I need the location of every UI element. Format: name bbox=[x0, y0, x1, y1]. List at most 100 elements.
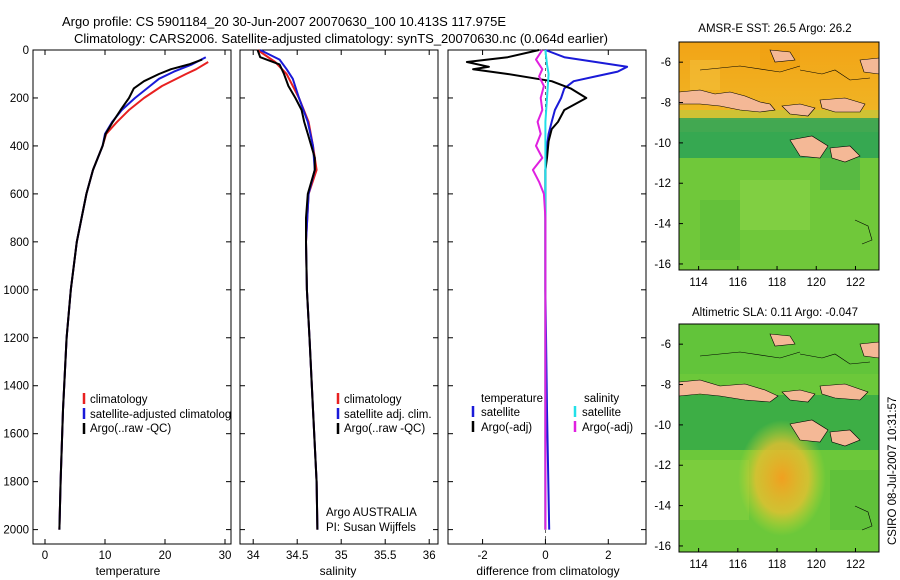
temperature-x-label: temperature bbox=[96, 564, 161, 578]
salinity-panel: 34 34.5 35 35.5 36 salinity climatology sate… bbox=[239, 49, 439, 578]
lat-tick-label: -14 bbox=[654, 219, 671, 231]
salinity-legend: climatology satellite adj. clim. Argo(..… bbox=[336, 393, 432, 435]
lat-tick-label: -10 bbox=[654, 420, 671, 432]
legend-label-satellite: satellite-adjusted climatology bbox=[90, 409, 237, 421]
y-tick-label: 400 bbox=[10, 141, 29, 153]
x-tick-label: 2 bbox=[605, 550, 611, 562]
temperature-panel: 0 10 20 30 0 200 400 600 800 1000 1200 1400 1600 180… bbox=[3, 45, 237, 578]
series-line-temperature-argo-adj bbox=[465, 49, 588, 530]
lon-tick-label: 122 bbox=[846, 559, 865, 571]
temperature-axes-frame bbox=[32, 49, 232, 545]
sst-heatmap bbox=[679, 42, 879, 270]
series-line-climatology bbox=[58, 61, 209, 530]
salinity-y-ticks bbox=[240, 49, 438, 531]
salinity-lines bbox=[256, 49, 319, 530]
lon-tick-label: 116 bbox=[729, 559, 747, 571]
legend-label-satellite: satellite adj. clim. bbox=[344, 409, 432, 421]
series-line-argo-raw-qc bbox=[256, 49, 319, 530]
figure-title-line1: Argo profile: CS 5901184_20 30-Jun-2007 … bbox=[62, 14, 506, 29]
lon-tick-label: 122 bbox=[846, 277, 865, 289]
y-tick-label: 1400 bbox=[3, 381, 29, 393]
legend-title-temperature: temperature bbox=[481, 393, 543, 405]
lon-tick-label: 116 bbox=[729, 277, 747, 289]
lon-tick-label: 120 bbox=[807, 277, 826, 289]
salinity-axes-frame bbox=[239, 49, 439, 545]
figure-title-line2: Climatology: CARS2006. Satellite-adjuste… bbox=[74, 31, 608, 46]
difference-y-ticks bbox=[448, 49, 646, 531]
y-tick-label: 2000 bbox=[3, 525, 29, 537]
lat-tick-label: -12 bbox=[654, 178, 671, 190]
argo-position-marker bbox=[772, 9, 781, 18]
series-line-satellite-adj-clim bbox=[259, 49, 319, 530]
series-line-salinity-argo-adj bbox=[531, 49, 547, 530]
legend-label-argo: Argo(..raw -QC) bbox=[90, 423, 171, 435]
lat-tick-label: -8 bbox=[661, 380, 671, 392]
difference-panel: -2 0 2 difference from climatology tempera… bbox=[447, 49, 647, 578]
annotation-pi: PI: Susan Wijffels bbox=[326, 522, 416, 534]
difference-legend: temperature salinity satellite Argo(-adj… bbox=[471, 393, 633, 434]
temperature-legend: climatology satellite-adjusted climatolo… bbox=[82, 393, 237, 435]
lat-tick-label: -16 bbox=[654, 541, 671, 553]
x-tick-label: 30 bbox=[219, 550, 232, 562]
legend-label-temp-satellite: satellite bbox=[481, 407, 520, 419]
legend-label-sal-satellite: satellite bbox=[582, 407, 621, 419]
sst-map-title: AMSR-E SST: 26.5 Argo: 26.2 bbox=[698, 23, 851, 35]
x-tick-label: 35.5 bbox=[374, 550, 396, 562]
lon-tick-label: 118 bbox=[768, 277, 786, 289]
lat-tick-label: -12 bbox=[654, 460, 671, 472]
sst-map-frame bbox=[678, 41, 880, 271]
series-line-argo-raw-qc bbox=[58, 58, 203, 530]
y-tick-label: 1200 bbox=[3, 333, 29, 345]
lon-tick-label: 114 bbox=[689, 277, 708, 289]
sla-map-lat-ticks: -6 -8 -10 -12 -14 -16 bbox=[654, 339, 683, 553]
csiro-timestamp: CSIRO 08-Jul-2007 10:31:57 bbox=[887, 397, 899, 545]
lat-tick-label: -16 bbox=[654, 259, 671, 271]
lat-tick-label: -8 bbox=[661, 98, 671, 110]
sst-map-lat-ticks: -6 -8 -10 -12 -14 -16 bbox=[654, 57, 683, 271]
x-tick-label: 20 bbox=[159, 550, 172, 562]
y-tick-label: 200 bbox=[10, 93, 29, 105]
legend-label-climatology: climatology bbox=[90, 394, 148, 406]
x-tick-label: 35 bbox=[335, 550, 348, 562]
y-tick-label: 800 bbox=[10, 237, 29, 249]
legend-label-temp-argo: Argo(-adj) bbox=[481, 422, 532, 434]
y-tick-label: 600 bbox=[10, 189, 29, 201]
sla-heatmap bbox=[679, 9, 879, 552]
depth-y-ticks: 0 200 400 600 800 1000 1200 1400 1600 1800 2000 bbox=[3, 45, 231, 537]
sla-map-title: Altimetric SLA: 0.11 Argo: -0.047 bbox=[692, 307, 858, 319]
x-tick-label: -2 bbox=[477, 550, 487, 562]
temperature-lines bbox=[58, 56, 209, 530]
sst-map-lon-ticks: 114 116 118 120 122 bbox=[689, 266, 865, 289]
legend-title-salinity: salinity bbox=[584, 393, 619, 405]
sla-map-frame bbox=[678, 323, 880, 553]
temperature-x-ticks: 0 10 20 30 bbox=[42, 50, 232, 562]
y-tick-label: 1600 bbox=[3, 429, 29, 441]
x-tick-label: 0 bbox=[542, 550, 548, 562]
sla-map-lon-ticks: 114 116 118 120 122 bbox=[689, 548, 865, 571]
series-line-satellite-adjusted-climatology bbox=[58, 56, 207, 530]
lat-tick-label: -10 bbox=[654, 138, 671, 150]
lon-tick-label: 118 bbox=[768, 559, 786, 571]
x-tick-label: 36 bbox=[423, 550, 436, 562]
x-tick-label: 34.5 bbox=[286, 550, 308, 562]
y-tick-label: 0 bbox=[23, 45, 29, 57]
y-tick-label: 1800 bbox=[3, 477, 29, 489]
x-tick-label: 10 bbox=[99, 550, 112, 562]
lon-tick-label: 114 bbox=[689, 559, 708, 571]
lat-tick-label: -6 bbox=[661, 339, 671, 351]
difference-axes-frame bbox=[447, 49, 647, 545]
difference-x-label: difference from climatology bbox=[476, 564, 619, 578]
x-tick-label: 0 bbox=[42, 550, 48, 562]
y-tick-label: 1000 bbox=[3, 285, 29, 297]
legend-label-argo: Argo(..raw -QC) bbox=[344, 423, 425, 435]
lon-tick-label: 120 bbox=[807, 559, 826, 571]
lat-tick-label: -14 bbox=[654, 501, 671, 513]
legend-label-climatology: climatology bbox=[344, 394, 402, 406]
legend-label-sal-argo: Argo(-adj) bbox=[582, 422, 633, 434]
annotation-argo-australia: Argo AUSTRALIA bbox=[326, 507, 417, 519]
lat-tick-label: -6 bbox=[661, 57, 671, 69]
difference-lines bbox=[465, 49, 629, 530]
sst-map-panel: AMSR-E SST: 26.5 Argo: 26.2 114 116 118 120… bbox=[654, 23, 880, 289]
sla-map-panel: Altimetric SLA: 0.11 Argo: -0.047 114 116… bbox=[654, 9, 880, 571]
